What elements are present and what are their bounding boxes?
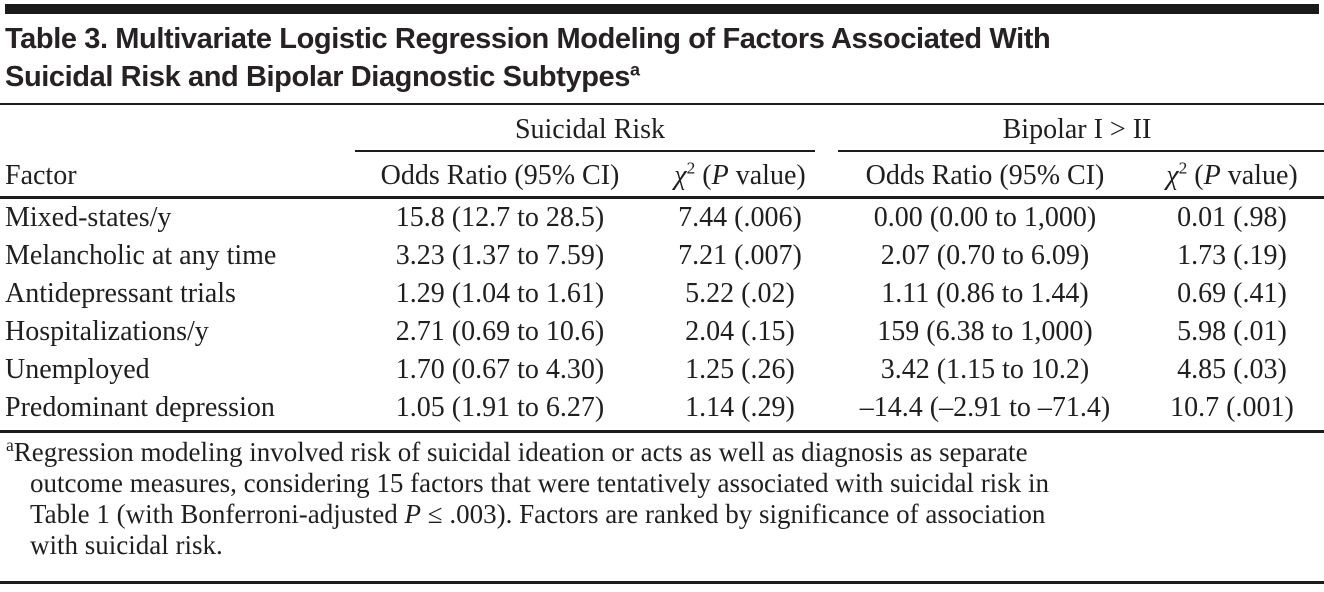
spanner-rule-suicidal — [355, 150, 815, 152]
cell-bipolar-odds-ratio: –14.4 (–2.91 to –71.4) — [859, 392, 1111, 423]
footnote-line-3: Table 1 (with Bonferroni-adjusted P ≤ .0… — [30, 499, 1046, 529]
chi-glyph: χ — [674, 160, 687, 191]
title-line2: Suicidal Risk and Bipolar Diagnostic Sub… — [5, 58, 1315, 96]
cell-bipolar-chi-square: 5.98 (.01) — [1177, 316, 1287, 347]
cell-suicidal-odds-ratio: 1.70 (0.67 to 4.30) — [395, 354, 605, 385]
footnote-line-4: with suicidal risk. — [30, 530, 223, 560]
spanner-rule-bipolar — [838, 150, 1324, 152]
p-value-symbol: P — [404, 499, 422, 529]
cell-bipolar-odds-ratio: 159 (6.38 to 1,000) — [877, 316, 1093, 347]
cell-suicidal-chi-square: 7.21 (.007) — [678, 240, 802, 271]
table-footnote: aRegression modeling involved risk of su… — [6, 435, 1318, 561]
cell-suicidal-chi-square: 2.04 (.15) — [685, 316, 795, 347]
cell-suicidal-odds-ratio: 1.29 (1.04 to 1.61) — [395, 278, 605, 309]
table-title: Table 3. Multivariate Logistic Regressio… — [5, 20, 1315, 96]
column-header-factor: Factor — [5, 160, 77, 191]
table-row: Mixed-states/y 15.8 (12.7 to 28.5) 7.44 … — [0, 199, 1324, 237]
footnote-line-1: aRegression modeling involved risk of su… — [6, 435, 1028, 467]
cell-suicidal-odds-ratio: 3.23 (1.37 to 7.59) — [395, 240, 605, 271]
cell-bipolar-chi-square: 0.01 (.98) — [1177, 202, 1287, 233]
cell-factor: Antidepressant trials — [5, 278, 236, 309]
rule-below-column-headers — [0, 196, 1324, 199]
cell-suicidal-chi-square: 7.44 (.006) — [678, 202, 802, 233]
table-row: Predominant depression 1.05 (1.91 to 6.2… — [0, 389, 1324, 427]
column-header-suicidal-chi-square: χ2 (P value) — [674, 158, 806, 191]
footnote-line-2: outcome measures, considering 15 factors… — [30, 468, 1049, 498]
cell-bipolar-chi-square: 4.85 (.03) — [1177, 354, 1287, 385]
cell-suicidal-odds-ratio: 2.71 (0.69 to 10.6) — [395, 316, 605, 347]
cell-factor: Hospitalizations/y — [5, 316, 209, 347]
cell-suicidal-chi-square: 1.14 (.29) — [685, 392, 795, 423]
cell-factor: Unemployed — [5, 354, 150, 385]
table-row: Hospitalizations/y 2.71 (0.69 to 10.6) 2… — [0, 313, 1324, 351]
cell-bipolar-chi-square: 10.7 (.001) — [1170, 392, 1294, 423]
table-row: Antidepressant trials 1.29 (1.04 to 1.61… — [0, 275, 1324, 313]
cell-factor: Melancholic at any time — [5, 240, 277, 271]
chi-superscript: 2 — [686, 158, 696, 178]
p-value-symbol: P — [1203, 160, 1221, 191]
column-header-suicidal-odds-ratio: Odds Ratio (95% CI) — [380, 160, 620, 191]
cell-bipolar-chi-square: 1.73 (.19) — [1177, 240, 1287, 271]
footnote-marker: a — [6, 435, 14, 455]
table-row: Unemployed 1.70 (0.67 to 4.30) 1.25 (.26… — [0, 351, 1324, 389]
chi-glyph: χ — [1166, 160, 1179, 191]
cell-factor: Predominant depression — [5, 392, 275, 423]
cell-bipolar-odds-ratio: 1.11 (0.86 to 1.44) — [881, 278, 1089, 309]
group-header-bipolar: Bipolar I > II — [1002, 114, 1152, 145]
table-row: Melancholic at any time 3.23 (1.37 to 7.… — [0, 237, 1324, 275]
chi-superscript: 2 — [1178, 158, 1188, 178]
cell-suicidal-odds-ratio: 15.8 (12.7 to 28.5) — [395, 202, 605, 233]
cell-bipolar-chi-square: 0.69 (.41) — [1177, 278, 1287, 309]
table-body: Mixed-states/y 15.8 (12.7 to 28.5) 7.44 … — [0, 199, 1324, 427]
cell-bipolar-odds-ratio: 2.07 (0.70 to 6.09) — [880, 240, 1090, 271]
title-line2-text: Suicidal Risk and Bipolar Diagnostic Sub… — [5, 61, 630, 93]
cell-factor: Mixed-states/y — [5, 202, 172, 233]
cell-suicidal-chi-square: 1.25 (.26) — [685, 354, 795, 385]
top-rule-bar — [5, 4, 1319, 14]
p-value-symbol: P — [711, 160, 729, 191]
group-header-suicidal-risk: Suicidal Risk — [514, 114, 666, 145]
cell-bipolar-odds-ratio: 0.00 (0.00 to 1,000) — [873, 202, 1097, 233]
column-header-bipolar-chi-square: χ2 (P value) — [1166, 158, 1298, 191]
title-line1: Table 3. Multivariate Logistic Regressio… — [5, 23, 1051, 55]
column-header-row: Factor Odds Ratio (95% CI) χ2 (P value) … — [0, 152, 1324, 194]
title-footnote-marker: a — [629, 59, 640, 80]
rule-above-footnote — [0, 430, 1324, 433]
column-header-bipolar-odds-ratio: Odds Ratio (95% CI) — [865, 160, 1105, 191]
bottom-rule — [0, 581, 1324, 584]
cell-bipolar-odds-ratio: 3.42 (1.15 to 10.2) — [880, 354, 1090, 385]
cell-suicidal-odds-ratio: 1.05 (1.91 to 6.27) — [395, 392, 605, 423]
rule-below-title — [0, 103, 1324, 105]
cell-suicidal-chi-square: 5.22 (.02) — [685, 278, 795, 309]
